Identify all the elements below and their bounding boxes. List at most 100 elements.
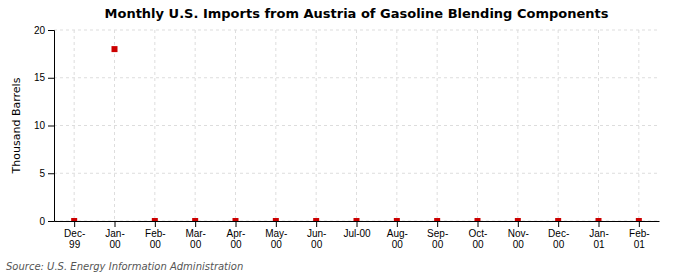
x-grid-line xyxy=(275,30,276,221)
y-tick-mark xyxy=(48,221,54,222)
point xyxy=(394,218,400,221)
point xyxy=(112,46,118,52)
x-tick-label: Nov-00 xyxy=(508,228,529,250)
y-tick-mark xyxy=(48,126,54,127)
y-grid-line xyxy=(54,173,659,174)
x-tick-mark xyxy=(397,221,398,227)
point xyxy=(273,218,279,221)
point xyxy=(555,218,561,221)
source: Source: U.S. Energy Information Administ… xyxy=(6,261,243,272)
y-tick: 20 xyxy=(34,25,54,36)
x-tick-mark xyxy=(115,221,116,227)
y-axis-line xyxy=(48,31,55,222)
point xyxy=(515,218,521,221)
x-tick-mark xyxy=(74,221,75,227)
x-tick-label: Feb-00 xyxy=(145,228,166,250)
x-axis: Dec-99 Jan-00 Feb-00 Mar-00 Apr-00 May-00 Jun-… xyxy=(55,221,660,250)
x-grid-line xyxy=(558,30,559,221)
point xyxy=(313,218,319,221)
y-tick-mark xyxy=(48,173,54,174)
point xyxy=(71,218,77,221)
x-tick: Dec-00 xyxy=(548,221,569,250)
x-grid-line xyxy=(74,30,75,221)
y-axis: 0 5 10 15 20 xyxy=(34,25,55,227)
x-tick: Sep-00 xyxy=(427,221,448,250)
point xyxy=(596,218,602,221)
x-tick: May-00 xyxy=(265,221,287,250)
x-grid-line xyxy=(517,30,518,221)
x-tick-label: Sep-00 xyxy=(427,228,448,250)
x-grid-line xyxy=(316,30,317,221)
x-tick: Feb-00 xyxy=(145,221,166,250)
x-grid-line xyxy=(437,30,438,221)
x-grid-line xyxy=(638,30,639,221)
y-tick: 15 xyxy=(34,72,54,83)
x-tick-mark xyxy=(276,221,277,227)
x-tick-mark xyxy=(639,221,640,227)
plot: 0 5 10 15 20 Dec-99 Jan-00 Feb-00 Mar-00 Apr-00 Ma… xyxy=(34,25,660,250)
x-tick-label: Jun-00 xyxy=(307,228,326,250)
x-tick-mark xyxy=(599,221,600,227)
y-tick-label: 10 xyxy=(34,120,46,131)
y-tick: 0 xyxy=(39,216,54,227)
y-tick: 10 xyxy=(34,120,54,131)
x-grid-line xyxy=(195,30,196,221)
x-tick-mark xyxy=(236,221,237,227)
x-tick: Jun-00 xyxy=(307,221,326,250)
x-grid-line xyxy=(154,30,155,221)
x-grid-line xyxy=(396,30,397,221)
x-grid-line xyxy=(114,30,115,221)
x-tick: Nov-00 xyxy=(508,221,529,250)
x-tick-mark xyxy=(316,221,317,227)
x-tick-label: Jul-00 xyxy=(343,228,371,239)
x-tick: Jan-00 xyxy=(105,221,124,250)
x-tick-label: May-00 xyxy=(265,228,287,250)
point xyxy=(233,218,239,221)
point xyxy=(152,218,158,221)
x-tick-label: Feb-01 xyxy=(629,228,650,250)
y-grid-line xyxy=(54,125,659,126)
x-grid-line xyxy=(477,30,478,221)
x-tick: Aug-00 xyxy=(387,221,408,250)
x-tick-label: Apr-00 xyxy=(227,228,246,250)
grid xyxy=(54,30,659,221)
x-grid-line xyxy=(235,30,236,221)
x-tick-label: Mar-00 xyxy=(185,228,206,250)
x-tick-label: Dec-00 xyxy=(548,228,569,250)
x-grid-line xyxy=(598,30,599,221)
x-tick: Jan-01 xyxy=(589,221,608,250)
x-tick-mark xyxy=(357,221,358,227)
point xyxy=(354,218,360,221)
x-tick: Mar-00 xyxy=(185,221,206,250)
y-tick-label: 0 xyxy=(39,216,45,227)
x-tick: Oct-00 xyxy=(469,221,488,250)
y-tick-label: 15 xyxy=(34,72,46,83)
x-tick-label: Aug-00 xyxy=(387,228,408,250)
point xyxy=(434,218,440,221)
x-tick: Apr-00 xyxy=(227,221,246,250)
x-tick-mark xyxy=(195,221,196,227)
x-tick-label: Oct-00 xyxy=(469,228,488,250)
y-tick-label: 20 xyxy=(34,25,46,36)
x-tick-mark xyxy=(518,221,519,227)
x-tick-mark xyxy=(155,221,156,227)
chart: 0 5 10 15 20 Dec-99 Jan-00 Feb-00 Mar-00 Apr-00 Ma… xyxy=(0,0,675,275)
point xyxy=(475,218,481,221)
y-axis-title: Thousand Barrels xyxy=(10,77,23,174)
point xyxy=(192,218,198,221)
x-grid-line xyxy=(356,30,357,221)
y-tick: 5 xyxy=(39,168,54,179)
y-tick-label: 5 xyxy=(39,168,45,179)
x-tick: Jul-00 xyxy=(343,221,371,239)
y-tick-mark xyxy=(48,78,54,79)
x-tick-label: Jan-00 xyxy=(105,228,124,250)
marks xyxy=(71,46,642,221)
x-tick-label: Dec-99 xyxy=(64,228,85,250)
x-tick: Feb-01 xyxy=(629,221,650,250)
title: Monthly U.S. Imports from Austria of Gas… xyxy=(105,6,609,21)
x-tick-mark xyxy=(558,221,559,227)
x-tick: Dec-99 xyxy=(64,221,85,250)
point xyxy=(636,218,642,221)
y-tick-mark xyxy=(48,30,54,31)
x-tick-mark xyxy=(437,221,438,227)
